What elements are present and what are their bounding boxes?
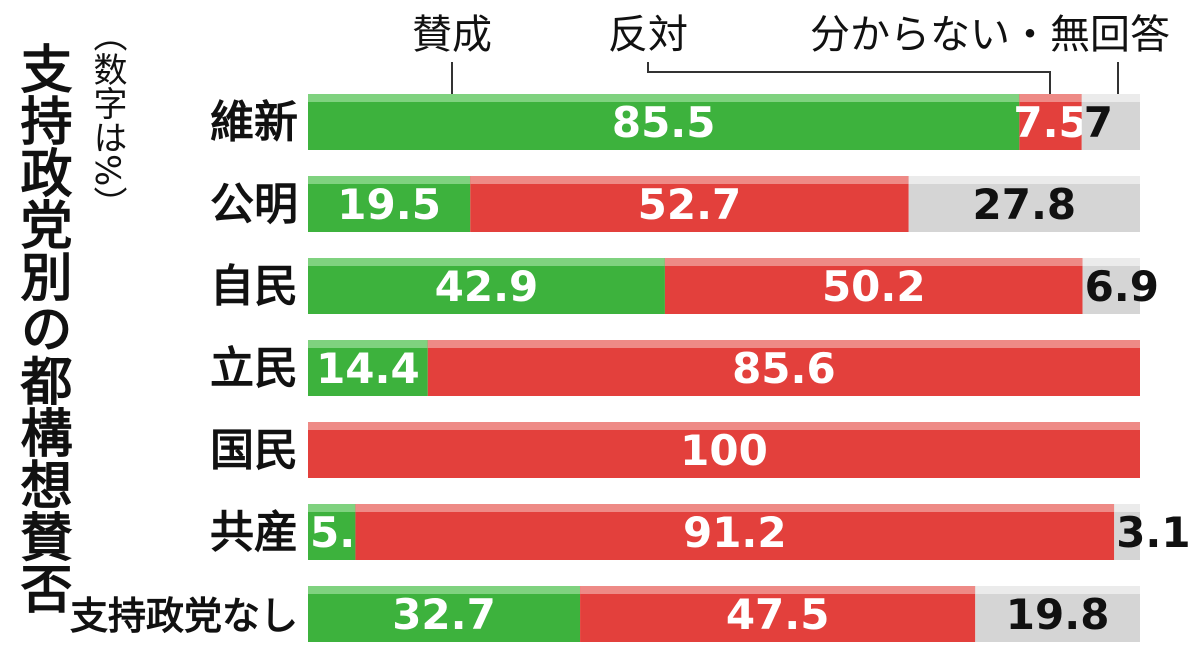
value-label-0-1: 7.5 xyxy=(1013,98,1087,147)
bar-5-2 xyxy=(1114,504,1140,560)
unit-note: （数字は%） xyxy=(87,17,127,221)
value-label-5-2: 3.1 xyxy=(1116,508,1190,557)
value-label-5-1: 91.2 xyxy=(683,508,787,557)
category-label-3: 立民 xyxy=(210,343,298,394)
bar-highlight-0-2 xyxy=(1081,94,1140,102)
bar-5-1 xyxy=(355,504,1115,560)
bar-6-2 xyxy=(975,586,1140,642)
bar-0-1 xyxy=(1019,94,1082,150)
bar-6-1 xyxy=(580,586,976,642)
bar-highlight-5-0 xyxy=(308,504,356,512)
category-label-2: 自民 xyxy=(210,261,298,312)
value-label-2-0: 42.9 xyxy=(435,262,539,311)
value-label-2-1: 50.2 xyxy=(822,262,926,311)
category-label-5: 共産 xyxy=(210,507,298,558)
value-label-0-0: 85.5 xyxy=(612,98,716,147)
bar-1-1 xyxy=(470,176,909,232)
category-label-6: 支持政党なし xyxy=(70,594,298,638)
bar-highlight-5-2 xyxy=(1114,504,1140,512)
bar-6-0 xyxy=(308,586,581,642)
bar-highlight-6-1 xyxy=(580,586,976,594)
bar-3-0 xyxy=(308,340,428,396)
value-label-6-1: 47.5 xyxy=(726,590,830,639)
bar-highlight-2-1 xyxy=(664,258,1083,266)
bar-2-0 xyxy=(308,258,665,314)
bar-2-1 xyxy=(664,258,1083,314)
bar-highlight-0-1 xyxy=(1019,94,1082,102)
value-label-6-2: 19.8 xyxy=(1006,590,1110,639)
bar-highlight-2-2 xyxy=(1082,258,1140,266)
value-label-0-2: 7 xyxy=(1084,98,1113,147)
value-label-2-2: 6.9 xyxy=(1085,262,1159,311)
bar-4-1 xyxy=(308,422,1140,478)
category-label-0: 維新 xyxy=(210,97,298,148)
bar-1-2 xyxy=(908,176,1140,232)
legend-label-0: 賛成 xyxy=(412,12,492,58)
bar-highlight-1-1 xyxy=(470,176,909,184)
legend-label-2: 分からない・無回答 xyxy=(810,12,1170,58)
bar-3-1 xyxy=(427,340,1141,396)
bar-0-2 xyxy=(1081,94,1140,150)
bar-2-2 xyxy=(1082,258,1140,314)
category-label-1: 公明 xyxy=(210,179,298,230)
chart-title: 支持政党別の都構想賛否 xyxy=(11,42,71,614)
bar-highlight-1-2 xyxy=(908,176,1140,184)
value-label-6-0: 32.7 xyxy=(392,590,496,639)
bar-highlight-5-1 xyxy=(355,504,1115,512)
value-label-3-1: 85.6 xyxy=(732,344,836,393)
bar-highlight-3-1 xyxy=(427,340,1141,348)
bar-highlight-4-1 xyxy=(308,422,1140,430)
bar-highlight-0-0 xyxy=(308,94,1020,102)
bar-0-0 xyxy=(308,94,1020,150)
legend-leader-1 xyxy=(647,62,1051,94)
value-label-1-2: 27.8 xyxy=(973,180,1077,229)
legend-label-1: 反対 xyxy=(608,12,688,58)
value-label-4-1: 100 xyxy=(680,426,768,475)
value-label-1-0: 19.5 xyxy=(337,180,441,229)
bar-highlight-1-0 xyxy=(308,176,471,184)
bar-1-0 xyxy=(308,176,471,232)
bar-highlight-3-0 xyxy=(308,340,428,348)
category-label-4: 国民 xyxy=(210,425,298,476)
value-label-1-1: 52.7 xyxy=(638,180,742,229)
bar-highlight-6-2 xyxy=(975,586,1140,594)
bar-highlight-2-0 xyxy=(308,258,665,266)
value-label-3-0: 14.4 xyxy=(316,344,420,393)
bar-highlight-6-0 xyxy=(308,586,581,594)
bar-5-0 xyxy=(308,504,356,560)
